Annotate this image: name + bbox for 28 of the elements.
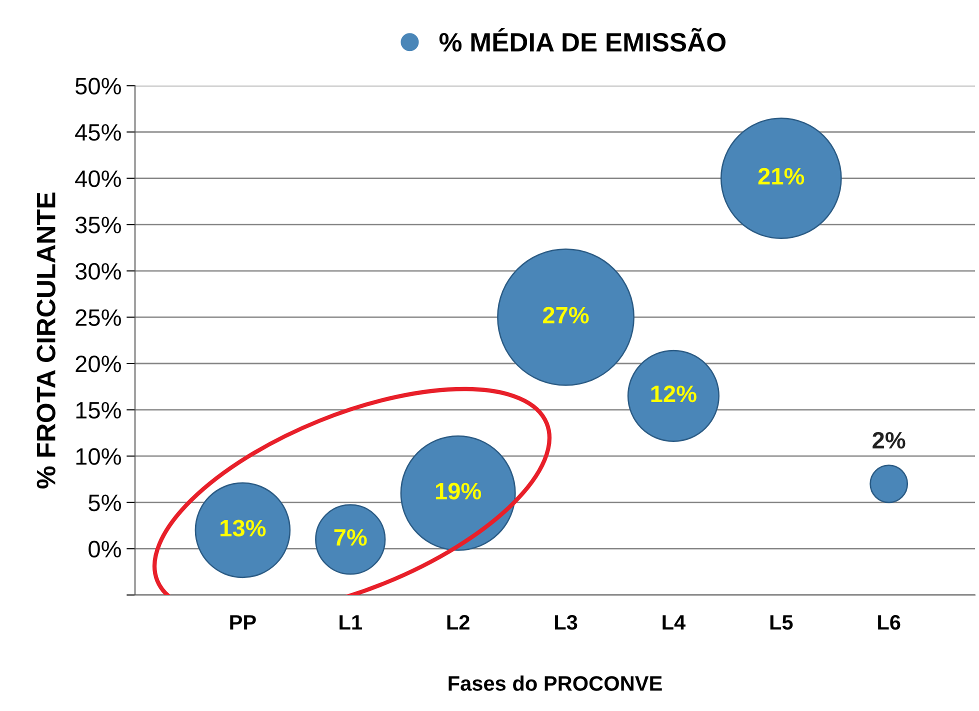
x-tick-label: PP xyxy=(230,615,256,630)
x-tick-label: L1 xyxy=(340,615,362,630)
data-label: 13% xyxy=(220,520,266,537)
y-tick-label: 35% xyxy=(75,216,121,234)
data-label: 2% xyxy=(872,432,906,449)
y-tick-label: 0% xyxy=(88,540,121,558)
x-tick-label: L3 xyxy=(555,614,578,630)
x-axis-title: Fases do PROCONVE xyxy=(448,676,662,691)
y-tick-label: 25% xyxy=(76,309,121,326)
x-tick-label: L6 xyxy=(878,614,900,630)
x-tick-label: L4 xyxy=(662,615,686,630)
y-tick-label: 5% xyxy=(88,494,121,512)
y-tick-label: 20% xyxy=(76,356,121,372)
y-tick-label: 30% xyxy=(75,262,121,280)
y-axis-title: % FROTA CIRCULANTE xyxy=(36,192,56,488)
y-tick-label: 10% xyxy=(76,448,121,465)
data-label: 19% xyxy=(436,482,482,500)
data-label: 21% xyxy=(758,168,804,185)
x-tick-label: L2 xyxy=(447,614,470,630)
y-tick-label: 45% xyxy=(75,124,121,141)
data-label: 7% xyxy=(334,529,367,546)
legend-label: % MÉDIA DE EMISSÃO xyxy=(439,28,726,52)
x-tick-label: L5 xyxy=(770,615,793,630)
y-tick-label: 40% xyxy=(75,170,121,188)
data-label: 12% xyxy=(651,386,696,402)
data-label: 27% xyxy=(542,306,589,324)
y-tick-label: 50% xyxy=(75,78,121,94)
y-tick-label: 15% xyxy=(76,402,121,419)
